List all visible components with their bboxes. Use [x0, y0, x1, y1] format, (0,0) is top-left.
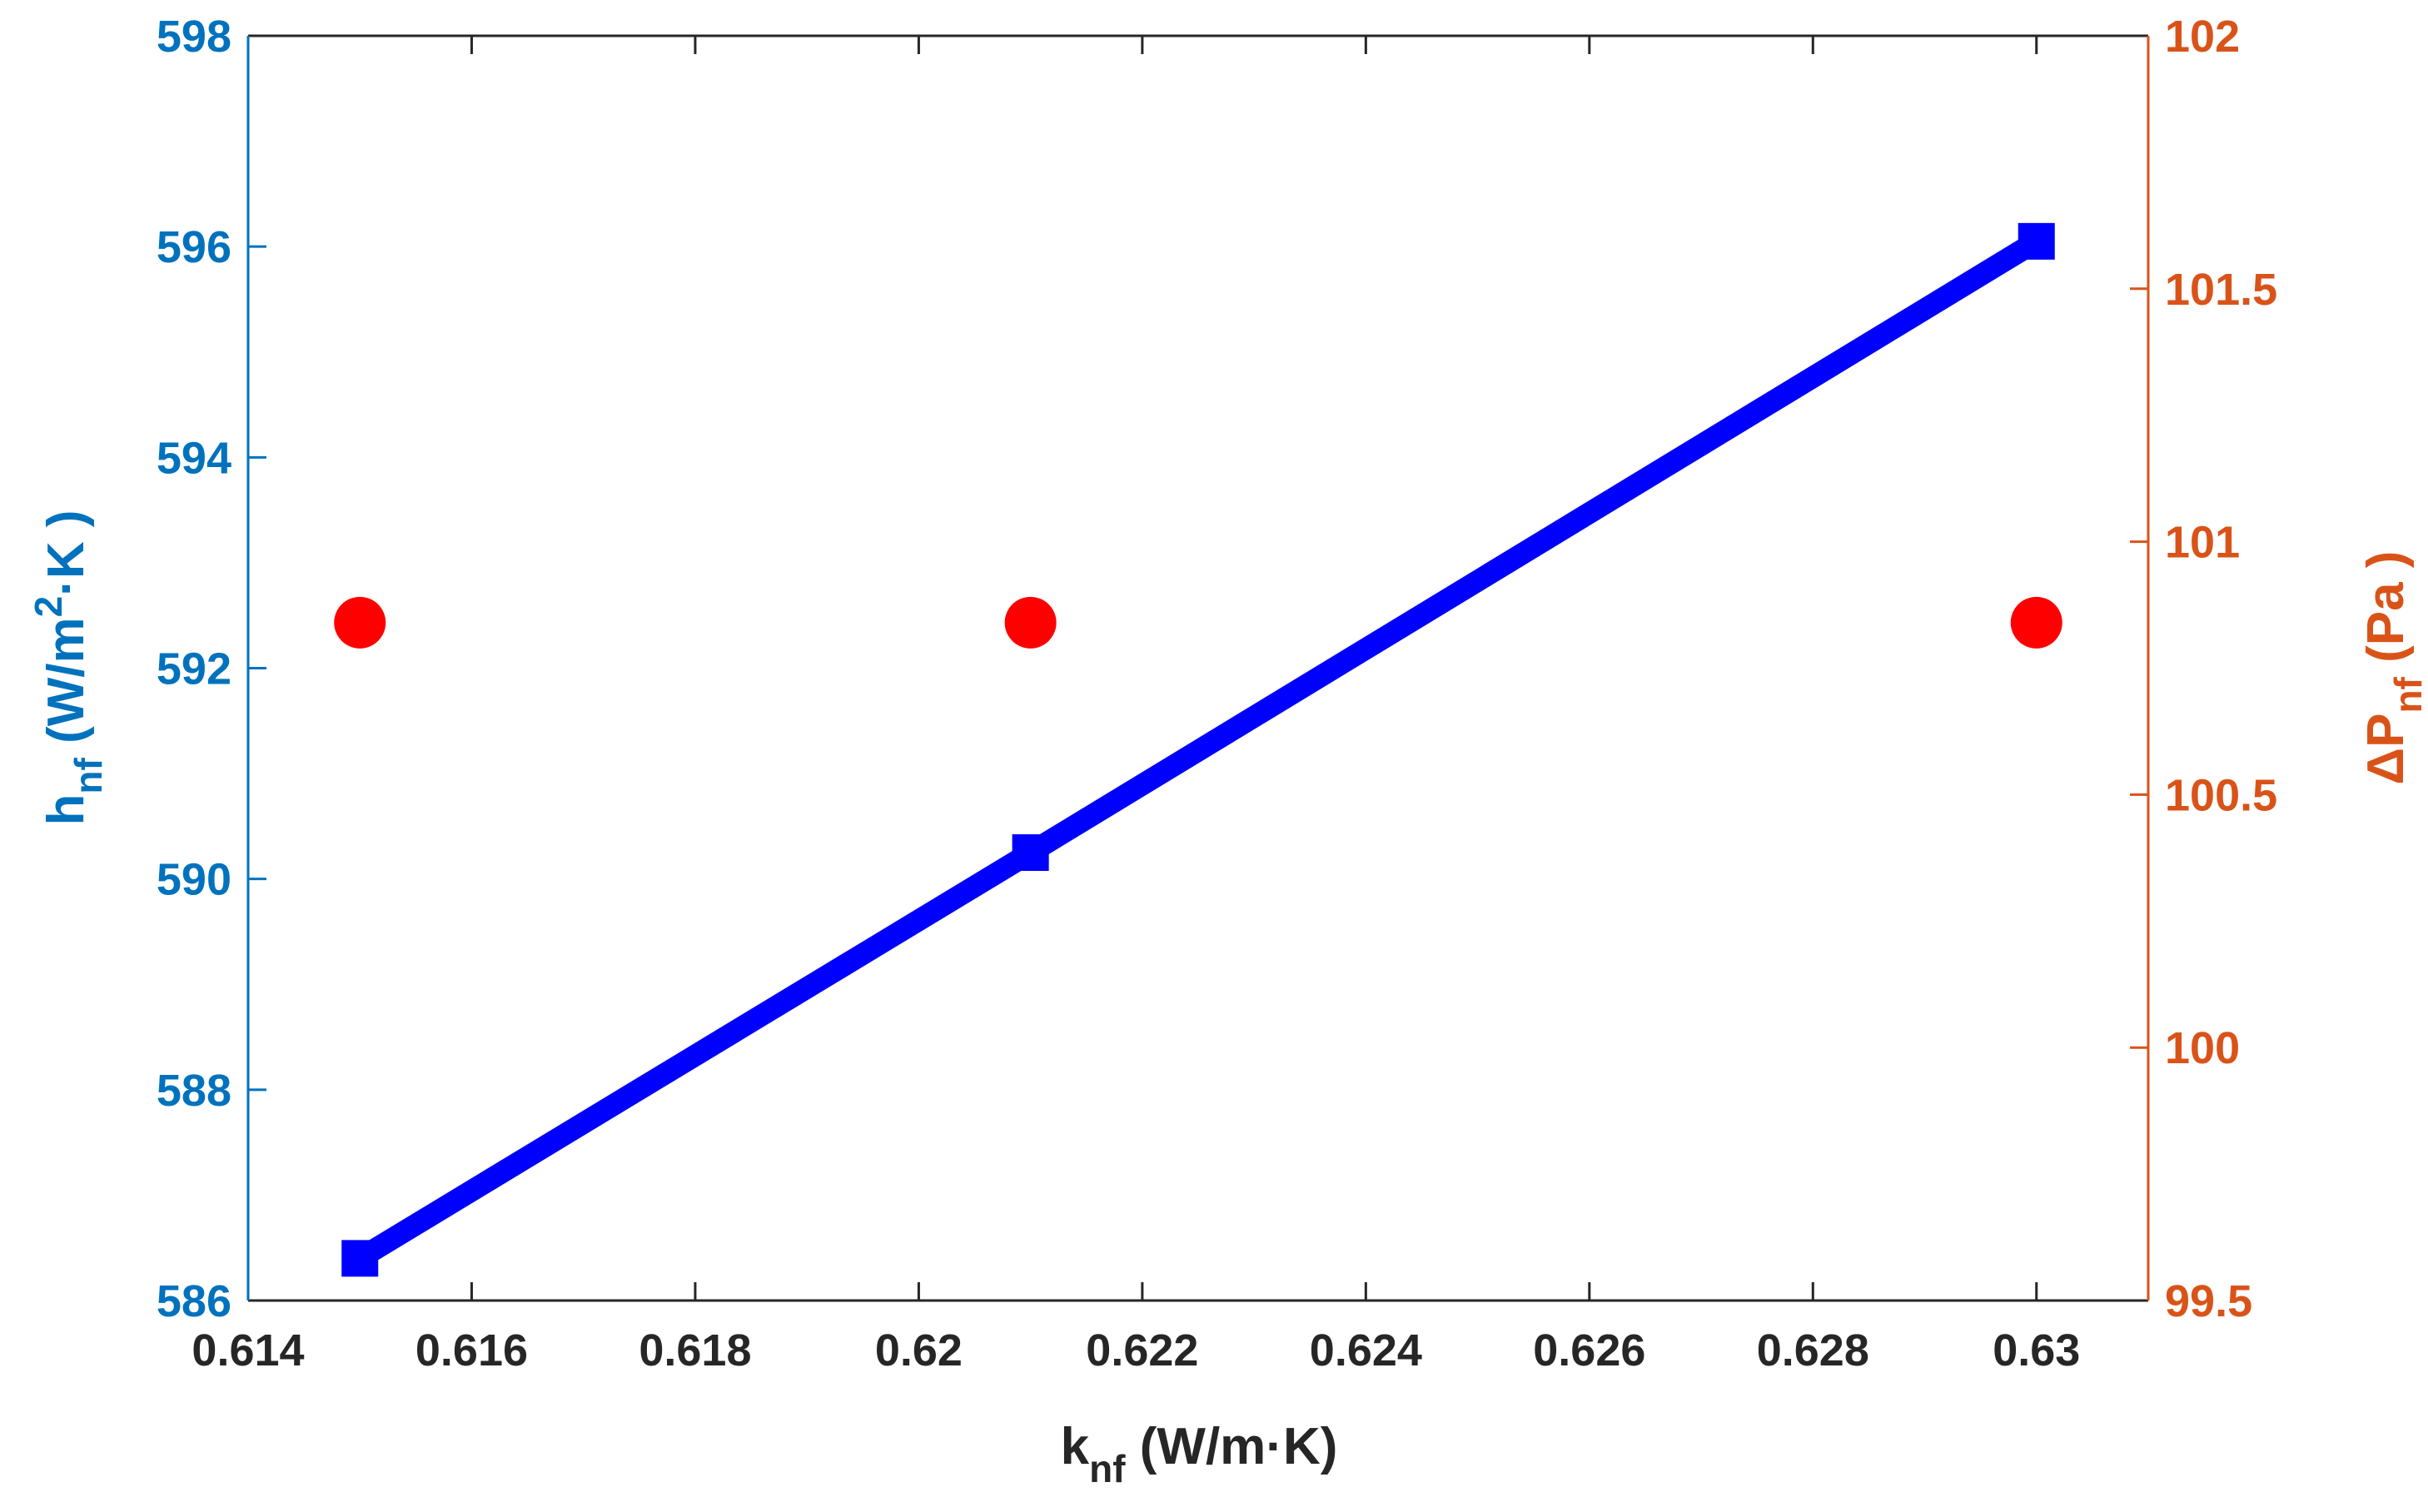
x-tick-label: 0.624: [1310, 1325, 1422, 1375]
left-label-post-sup: ·K ): [37, 510, 95, 596]
x-label-sub: nf: [1089, 1447, 1126, 1490]
left-label-pre-sup: (W/m: [37, 617, 95, 758]
left-label-sup: 2: [27, 596, 70, 618]
left-y-tick-label: 590: [157, 855, 231, 905]
left-y-tick-label: 588: [157, 1066, 231, 1116]
x-axis-label: knf (W/m·K): [1061, 1418, 1338, 1490]
right-y-tick-label: 100.5: [2165, 770, 2277, 820]
x-tick-label: 0.62: [875, 1325, 963, 1375]
right-y-axis-ticks: 99.5 100 100.5 101 101.5 102: [2130, 12, 2277, 1326]
h-nf-marker: [1012, 834, 1049, 872]
right-y-tick-label: 102: [2165, 12, 2240, 62]
x-tick-label: 0.628: [1757, 1325, 1869, 1375]
h-nf-marker: [341, 1240, 379, 1277]
delta-p-nf-marker: [2010, 596, 2062, 649]
right-label-base: ΔP: [2357, 714, 2415, 785]
right-y-tick-label: 99.5: [2165, 1276, 2252, 1326]
left-y-axis-ticks: 586 588 590 592 594 596 598: [157, 12, 266, 1326]
left-y-tick-label: 594: [157, 433, 231, 483]
left-label-base: h: [37, 794, 95, 826]
right-label-rest: (Pa ): [2357, 551, 2415, 678]
x-tick-label: 0.626: [1533, 1325, 1645, 1375]
left-y-axis-label: hnf (W/m2·K ): [27, 510, 110, 826]
delta-p-nf-marker: [334, 596, 386, 649]
x-label-rest: (W/m·K): [1126, 1418, 1338, 1475]
h-nf-marker: [2018, 222, 2055, 260]
right-y-tick-label: 101: [2165, 518, 2240, 568]
right-y-tick-label: 101.5: [2165, 265, 2277, 315]
series-layer: [334, 222, 2062, 1277]
x-tick-label: 0.63: [1993, 1325, 2080, 1375]
right-label-sub: nf: [2386, 676, 2428, 713]
left-y-tick-label: 586: [157, 1276, 231, 1326]
right-y-axis-label: ΔPnf (Pa ): [2357, 551, 2428, 785]
plot-background: [248, 36, 2148, 1301]
left-y-tick-label: 592: [157, 644, 231, 694]
left-y-tick-label: 598: [157, 12, 231, 62]
left-y-tick-label: 596: [157, 222, 231, 272]
x-tick-label: 0.614: [192, 1325, 304, 1375]
x-tick-label: 0.616: [415, 1325, 528, 1375]
delta-p-nf-marker: [1004, 596, 1057, 649]
x-axis-ticks: 0.614 0.616 0.618 0.62 0.622 0.624 0.626 0.628 0…: [192, 36, 2080, 1375]
x-tick-label: 0.622: [1086, 1325, 1198, 1375]
x-label-base: k: [1061, 1418, 1090, 1475]
right-y-tick-label: 100: [2165, 1023, 2240, 1073]
x-tick-label: 0.618: [639, 1325, 751, 1375]
left-label-sub: nf: [67, 757, 110, 793]
